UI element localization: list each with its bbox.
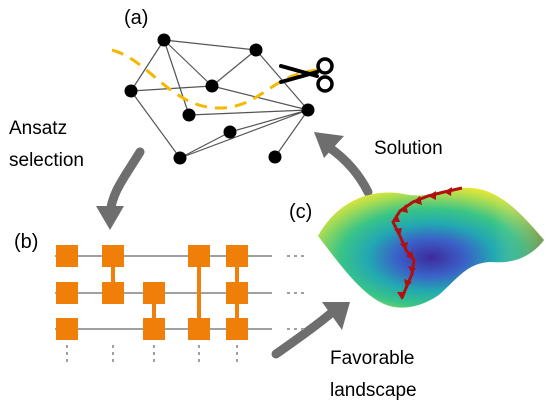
circuit	[55, 245, 306, 366]
circuit-continuation	[66, 255, 306, 366]
two-qubit-gate	[143, 282, 165, 304]
graph	[111, 33, 319, 165]
label-favorable-line1: Favorable	[330, 348, 415, 369]
two-qubit-gate	[226, 282, 248, 304]
graph-node	[268, 150, 282, 164]
graph-node	[301, 103, 315, 117]
two-qubit-gate	[226, 318, 248, 340]
graph-edge	[163, 39, 257, 51]
graph-edge	[130, 85, 213, 92]
graph-edge	[163, 39, 213, 87]
two-qubit-gate	[188, 245, 210, 267]
single-qubit-gate	[56, 318, 78, 340]
graph-edge	[130, 39, 165, 92]
two-qubit-gate	[226, 245, 248, 267]
cut-line	[111, 48, 319, 110]
label-ansatz-line2: selection	[9, 150, 84, 171]
label-favorable-line2: landscape	[330, 380, 417, 401]
panel-label-c: (c)	[289, 201, 312, 223]
two-qubit-gate	[102, 245, 124, 267]
cycle-arrows	[96, 132, 373, 359]
arrow-favorable-landscape-head	[322, 302, 350, 330]
graph-edge	[130, 90, 181, 159]
arrow-ansatz-selection-head	[96, 206, 124, 230]
arrow-solution	[325, 143, 373, 197]
graph-edge	[211, 85, 309, 111]
graph-node	[182, 108, 196, 122]
graph-node	[205, 79, 219, 93]
graph-edge	[211, 49, 257, 87]
graph-edge	[188, 109, 309, 116]
graph-node	[157, 33, 171, 47]
single-qubit-gate	[56, 245, 78, 267]
graph-edge	[163, 39, 190, 116]
scissors-icon	[279, 57, 334, 93]
panel-label-b: (b)	[14, 231, 38, 253]
label-solution: Solution	[374, 138, 443, 159]
two-qubit-gate	[102, 282, 124, 304]
label-ansatz-line1: Ansatz	[9, 118, 67, 139]
graph-node	[173, 151, 187, 165]
graph-node	[249, 43, 263, 57]
graph-edge	[274, 109, 309, 158]
graph-edges	[130, 39, 309, 159]
arrow-ansatz-selection	[105, 147, 145, 219]
graph-edge	[229, 109, 309, 133]
graph-edge	[179, 131, 231, 159]
two-qubit-gate	[188, 318, 210, 340]
single-qubit-gate	[56, 282, 78, 304]
gates	[56, 245, 248, 340]
panel-label-a: (a)	[124, 7, 148, 29]
graph-node	[223, 125, 237, 139]
graph-nodes	[124, 33, 315, 165]
energy-landscape	[318, 186, 544, 308]
graph-node	[124, 84, 138, 98]
optimization-path-arrowheads	[393, 187, 452, 300]
graph-edge	[179, 109, 309, 159]
two-qubit-gate	[143, 318, 165, 340]
arrow-solution-head	[314, 132, 344, 158]
arrow-favorable-landscape	[271, 309, 335, 359]
